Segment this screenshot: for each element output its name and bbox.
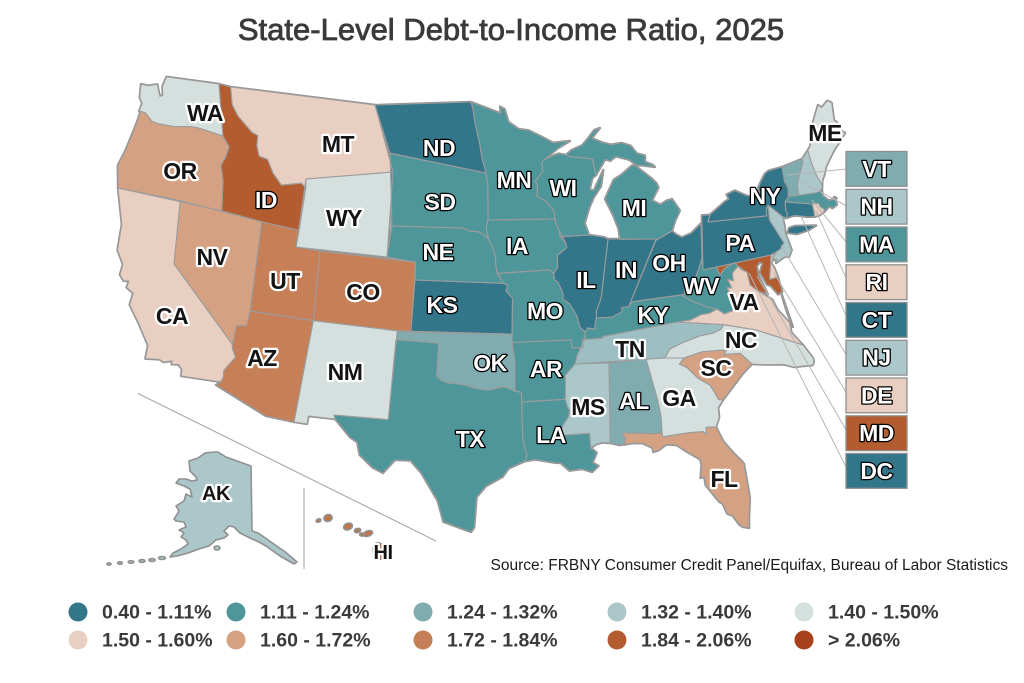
svg-text:WA: WA	[187, 100, 223, 126]
svg-text:Source: FRBNY Consumer Credit: Source: FRBNY Consumer Credit Panel/Equi…	[491, 557, 1009, 574]
svg-text:MN: MN	[497, 167, 532, 193]
svg-text:OR: OR	[163, 158, 197, 184]
svg-text:VA: VA	[729, 289, 758, 315]
svg-text:CO: CO	[346, 279, 380, 305]
svg-text:NC: NC	[725, 327, 757, 353]
svg-text:State-Level Debt-to-Income Rat: State-Level Debt-to-Income Ratio, 2025	[238, 12, 784, 47]
svg-text:UT: UT	[270, 268, 300, 294]
svg-text:OH: OH	[652, 250, 686, 276]
svg-text:CT: CT	[862, 307, 892, 333]
svg-text:TX: TX	[456, 426, 486, 452]
svg-text:MI: MI	[622, 195, 647, 221]
svg-text:NJ: NJ	[862, 345, 890, 371]
svg-text:WV: WV	[683, 273, 720, 299]
svg-text:ME: ME	[808, 120, 842, 146]
svg-text:AL: AL	[619, 388, 649, 414]
svg-text:IA: IA	[506, 233, 528, 259]
svg-text:1.32 - 1.40%: 1.32 - 1.40%	[641, 602, 752, 624]
svg-text:VT: VT	[862, 156, 891, 182]
svg-text:NH: NH	[860, 194, 892, 220]
svg-text:NV: NV	[197, 244, 229, 270]
svg-text:1.60 - 1.72%: 1.60 - 1.72%	[260, 630, 371, 652]
svg-text:DC: DC	[860, 458, 892, 484]
svg-text:OK: OK	[473, 350, 507, 376]
svg-text:HI: HI	[374, 542, 393, 564]
svg-text:PA: PA	[725, 230, 754, 256]
svg-text:1.84 - 2.06%: 1.84 - 2.06%	[641, 630, 752, 652]
svg-text:1.72 - 1.84%: 1.72 - 1.84%	[447, 630, 558, 652]
svg-text:DE: DE	[861, 382, 892, 408]
svg-text:IL: IL	[576, 267, 596, 293]
svg-text:MA: MA	[859, 231, 894, 257]
svg-text:AK: AK	[202, 483, 231, 505]
svg-text:NY: NY	[750, 183, 781, 209]
svg-text:ID: ID	[255, 187, 277, 213]
svg-text:GA: GA	[662, 385, 696, 411]
svg-text:NE: NE	[423, 239, 454, 265]
svg-text:CA: CA	[156, 303, 188, 329]
svg-text:SD: SD	[425, 189, 456, 215]
svg-text:KY: KY	[638, 302, 669, 328]
svg-text:WI: WI	[549, 175, 576, 201]
svg-text:NM: NM	[328, 359, 363, 385]
svg-text:IN: IN	[615, 257, 637, 283]
svg-text:AR: AR	[530, 356, 563, 382]
svg-text:1.40 - 1.50%: 1.40 - 1.50%	[828, 602, 939, 624]
svg-text:LA: LA	[536, 422, 566, 448]
svg-text:MT: MT	[322, 131, 355, 157]
svg-text:> 2.06%: > 2.06%	[828, 630, 900, 652]
svg-text:ND: ND	[423, 135, 455, 161]
svg-text:MS: MS	[571, 394, 605, 420]
svg-text:MD: MD	[859, 420, 894, 446]
svg-text:RI: RI	[866, 269, 888, 295]
svg-text:SC: SC	[701, 355, 732, 381]
svg-text:TN: TN	[615, 336, 645, 362]
svg-text:0.40 - 1.11%: 0.40 - 1.11%	[102, 602, 212, 624]
svg-text:WY: WY	[326, 205, 362, 231]
svg-text:FL: FL	[710, 466, 738, 492]
svg-text:MO: MO	[527, 298, 563, 324]
svg-text:KS: KS	[427, 292, 458, 318]
svg-text:1.50 - 1.60%: 1.50 - 1.60%	[102, 630, 213, 652]
svg-text:1.11 - 1.24%: 1.11 - 1.24%	[260, 602, 370, 624]
svg-text:1.24 - 1.32%: 1.24 - 1.32%	[447, 602, 558, 624]
svg-text:AZ: AZ	[247, 345, 277, 371]
